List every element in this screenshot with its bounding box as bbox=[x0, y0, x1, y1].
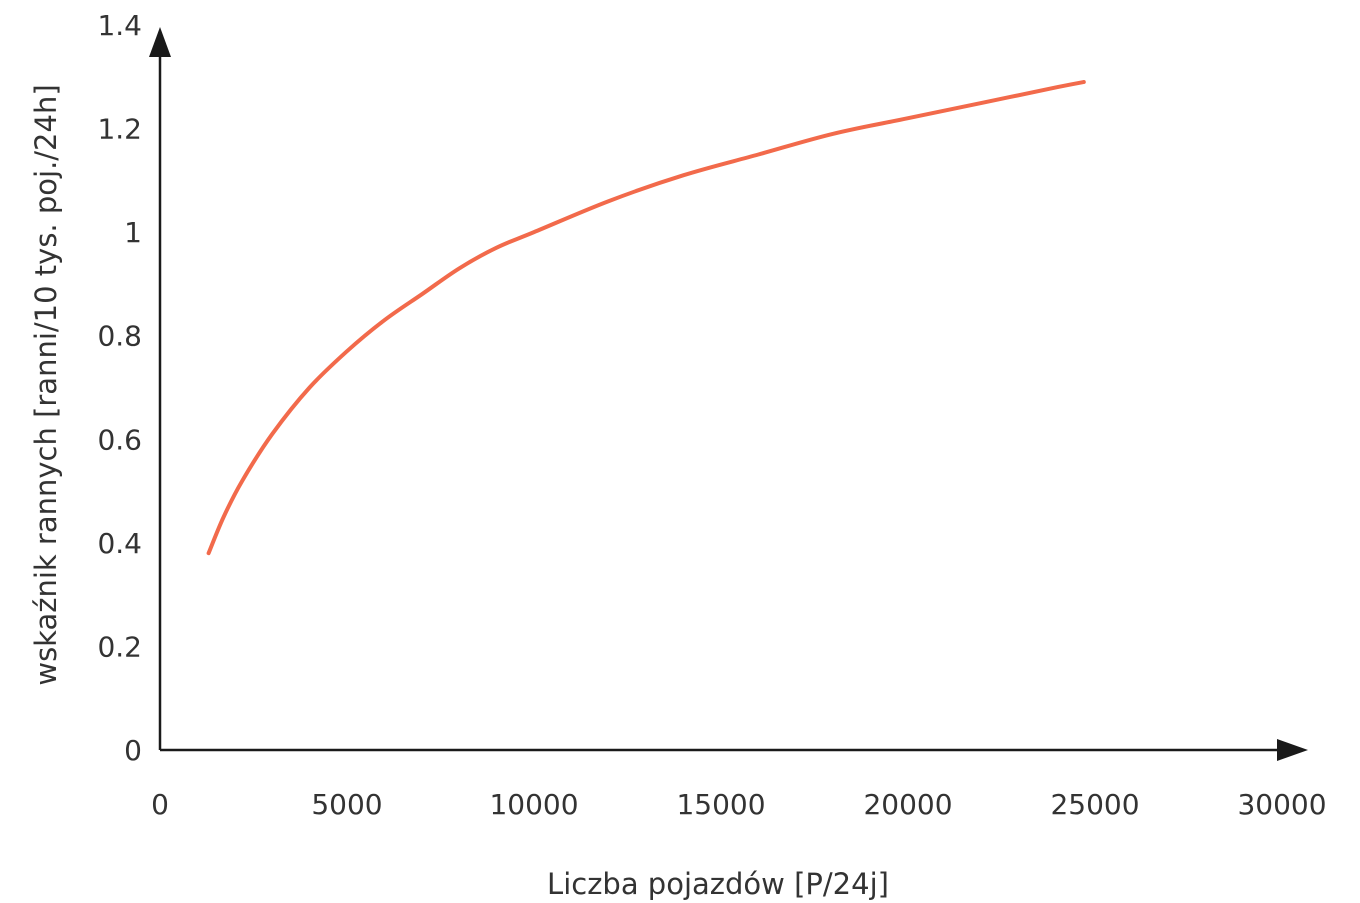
x-tick-label: 25000 bbox=[1050, 788, 1139, 821]
y-tick-label: 0.4 bbox=[97, 527, 142, 560]
x-tick-labels: 0 5000 10000 15000 20000 25000 30000 bbox=[151, 788, 1326, 821]
x-tick-label: 0 bbox=[151, 788, 169, 821]
y-tick-labels: 0 0.2 0.4 0.6 0.8 1 1.2 1.4 bbox=[97, 9, 142, 767]
y-tick-label: 0.2 bbox=[97, 630, 142, 663]
y-tick-label: 0.8 bbox=[97, 320, 142, 353]
y-tick-label: 0.6 bbox=[97, 423, 142, 456]
y-tick-label: 0 bbox=[124, 734, 142, 767]
y-tick-label: 1 bbox=[124, 216, 142, 249]
series-line bbox=[206, 80, 1086, 556]
x-tick-label: 15000 bbox=[676, 788, 765, 821]
y-tick-label: 1.2 bbox=[97, 113, 142, 146]
y-axis-arrowhead bbox=[149, 27, 171, 57]
y-tick-label: 1.4 bbox=[97, 9, 142, 42]
x-axis-label: Liczba pojazdów [P/24j] bbox=[547, 867, 889, 901]
x-tick-label: 30000 bbox=[1237, 788, 1326, 821]
series-group bbox=[206, 80, 1086, 556]
y-axis-label: wskaźnik rannych [ranni/10 tys. poj./24h… bbox=[29, 84, 63, 685]
x-axis-arrowhead bbox=[1277, 739, 1308, 761]
x-tick-label: 10000 bbox=[489, 788, 578, 821]
x-tick-label: 5000 bbox=[311, 788, 382, 821]
x-tick-label: 20000 bbox=[863, 788, 952, 821]
axes bbox=[149, 27, 1308, 761]
